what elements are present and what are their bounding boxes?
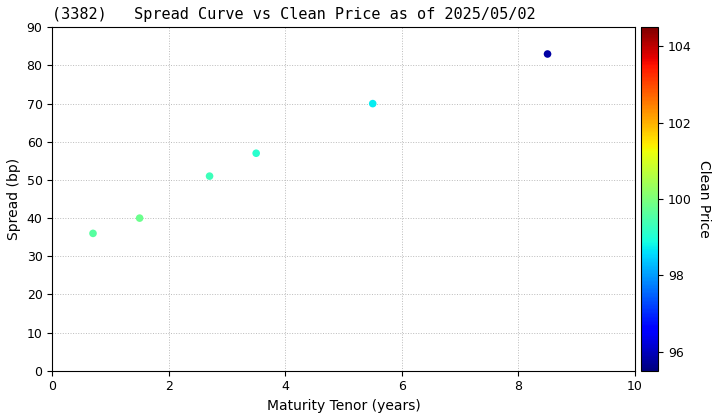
- Point: [367, 100, 379, 107]
- Point: [87, 230, 99, 237]
- Y-axis label: Clean Price: Clean Price: [698, 160, 711, 238]
- Point: [541, 51, 553, 58]
- Point: [134, 215, 145, 221]
- Y-axis label: Spread (bp): Spread (bp): [7, 158, 21, 240]
- Point: [251, 150, 262, 157]
- Text: (3382)   Spread Curve vs Clean Price as of 2025/05/02: (3382) Spread Curve vs Clean Price as of…: [53, 7, 536, 22]
- Point: [204, 173, 215, 179]
- X-axis label: Maturity Tenor (years): Maturity Tenor (years): [266, 399, 420, 413]
